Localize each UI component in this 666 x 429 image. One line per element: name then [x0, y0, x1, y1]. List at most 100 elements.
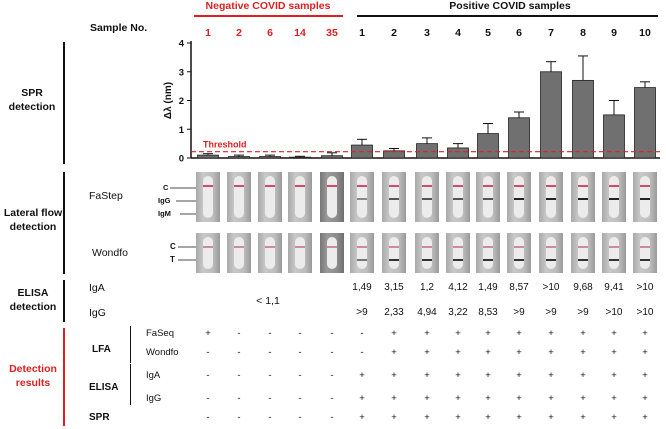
sample-number: 8 — [580, 27, 586, 39]
wondfo-strip — [196, 233, 220, 273]
elisa-iga-value: 9,68 — [573, 282, 593, 293]
result-faseq: - — [237, 328, 241, 339]
fastep-strip — [288, 172, 312, 222]
wondfo-strip — [415, 233, 439, 273]
elisa-igg-value: >9 — [577, 307, 589, 318]
result-spr: + — [359, 412, 365, 423]
wondfo-mark-t: T — [170, 255, 175, 264]
sample-no-label: Sample No. — [90, 22, 148, 34]
sample-number: 5 — [485, 27, 491, 39]
elisa-igg-value: 3,22 — [448, 307, 468, 318]
elisa-result-label: ELISA — [89, 382, 119, 393]
result-iga: + — [548, 370, 554, 381]
result-iga: + — [359, 370, 365, 381]
result-igg: + — [485, 393, 491, 404]
result-iga: + — [611, 370, 617, 381]
result-wondfo: + — [580, 347, 586, 358]
result-spr: + — [611, 412, 617, 423]
fastep-mark-igg: IgG — [158, 196, 171, 205]
result-faseq: + — [611, 328, 617, 339]
wondfo-strip — [258, 233, 282, 273]
result-faseq: - — [298, 328, 302, 339]
negative-group-line — [194, 15, 343, 17]
sample-number: 2 — [236, 27, 242, 39]
wondfo-strip — [446, 233, 470, 273]
bar — [197, 154, 219, 159]
result-wondfo: - — [237, 347, 241, 358]
elisa-iga-value: 8,57 — [509, 282, 529, 293]
result-iga: + — [580, 370, 586, 381]
fastep-label: FaStep — [89, 190, 123, 202]
y-tick-label: 1 — [179, 125, 185, 136]
fastep-strip — [382, 172, 406, 222]
bar — [321, 155, 343, 159]
fastep-strip — [539, 172, 563, 222]
result-igg: - — [206, 393, 210, 404]
y-tick-label: 0 — [179, 154, 184, 165]
bar — [228, 156, 250, 159]
result-faseq: + — [642, 328, 648, 339]
sample-number: 1 — [359, 27, 365, 39]
result-faseq: + — [485, 328, 491, 339]
wondfo-strip — [288, 233, 312, 273]
result-igg: - — [268, 393, 272, 404]
wondfo-strip — [227, 233, 251, 273]
result-spr: + — [424, 412, 430, 423]
bar — [477, 133, 499, 159]
result-spr: + — [580, 412, 586, 423]
elisa-iga-value: >10 — [636, 282, 654, 293]
result-wondfo: + — [424, 347, 430, 358]
result-spr: + — [485, 412, 491, 423]
fastep-strip — [320, 172, 344, 222]
result-wondfo: + — [611, 347, 617, 358]
fastep-mark-c: C — [163, 183, 169, 192]
fastep-strip — [476, 172, 500, 222]
result-igg: + — [611, 393, 617, 404]
result-igg: - — [298, 393, 302, 404]
iga-result-label: IgA — [146, 370, 161, 381]
positive-group-line — [357, 15, 658, 17]
result-wondfo: + — [391, 347, 397, 358]
sample-number: 4 — [455, 27, 461, 39]
bar — [416, 143, 438, 159]
sample-number: 10 — [639, 27, 651, 39]
elisa-igg-value: >10 — [636, 307, 654, 318]
result-faseq: - — [268, 328, 272, 339]
sample-number: 3 — [424, 27, 430, 39]
fastep-mark-igm: IgM — [158, 209, 171, 218]
fastep-strip — [602, 172, 626, 222]
result-igg: + — [391, 393, 397, 404]
section-bracket-spr — [63, 42, 65, 164]
sample-number: 6 — [267, 27, 273, 39]
result-spr: + — [642, 412, 648, 423]
elisa-iga-value: 4,12 — [448, 282, 468, 293]
fastep-strip — [446, 172, 470, 222]
y-tick-label: 4 — [179, 39, 185, 50]
elisa-iga-label: IgA — [89, 282, 105, 294]
y-tick-label: 2 — [179, 96, 184, 107]
wondfo-strip — [382, 233, 406, 273]
section-label-spr: SPR detection — [8, 87, 56, 113]
sample-number: 9 — [611, 27, 617, 39]
result-iga: + — [642, 370, 648, 381]
section-bracket-detection-results — [63, 328, 65, 426]
section-label-detection-results: Detection results — [9, 363, 57, 389]
elisa-iga-value: >10 — [542, 282, 560, 293]
result-igg: + — [642, 393, 648, 404]
result-iga: - — [268, 370, 272, 381]
result-igg: - — [237, 393, 241, 404]
fastep-strip — [415, 172, 439, 222]
result-wondfo: + — [548, 347, 554, 358]
result-spr: + — [548, 412, 554, 423]
result-wondfo: - — [206, 347, 210, 358]
result-spr: - — [268, 412, 272, 423]
result-iga: - — [206, 370, 210, 381]
spr-bar-chart: 0 1 2 3 4 Δλ (nm) Threshold — [163, 39, 660, 165]
negative-samples-label: Negative COVID samples — [205, 0, 331, 12]
elisa-negative-value: < 1,1 — [256, 295, 280, 307]
wondfo-label: Wondfo — [92, 247, 128, 259]
igg-result-label: IgG — [146, 393, 162, 404]
y-axis-label: Δλ (nm) — [163, 82, 174, 119]
result-wondfo: - — [268, 347, 272, 358]
lfa-label: LFA — [92, 344, 111, 355]
